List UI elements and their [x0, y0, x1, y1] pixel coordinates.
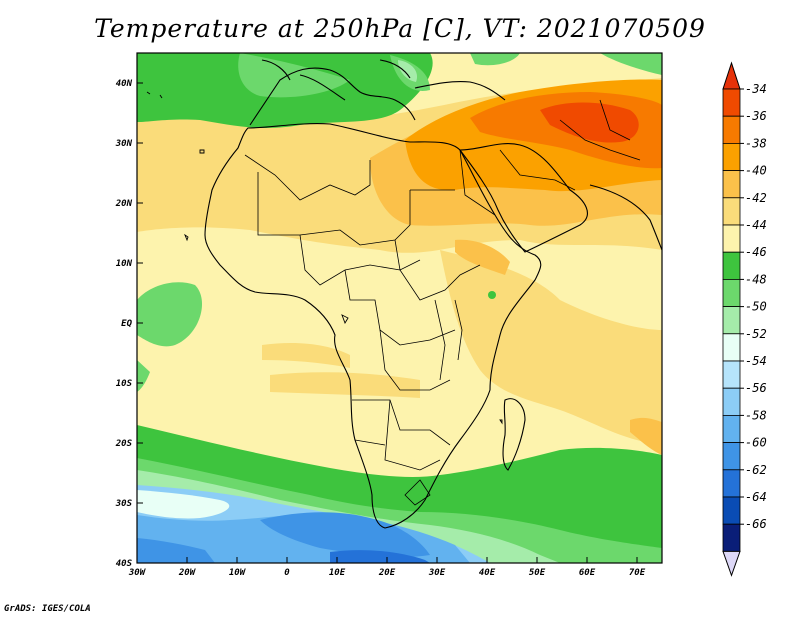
- colorbar-label: -52: [745, 327, 767, 341]
- lat-label: 10N: [116, 259, 133, 269]
- lat-label: 30N: [115, 139, 133, 149]
- temperature-field: [137, 53, 662, 563]
- lat-label: 10S: [116, 379, 133, 389]
- colorbar-swatch: [722, 251, 741, 280]
- lat-label: 40N: [116, 79, 133, 89]
- colorbar-label: -40: [745, 164, 767, 178]
- credit-text: GrADS: IGES/COLA: [4, 604, 91, 614]
- colorbar-label: -36: [745, 109, 767, 123]
- plot-frame: [136, 52, 663, 564]
- colorbar-swatch: [722, 197, 741, 226]
- lon-label: 10W: [229, 568, 247, 578]
- colorbar-swatch: [722, 278, 741, 307]
- colorbar-label: -50: [745, 300, 767, 314]
- colorbar-label: -54: [745, 354, 767, 368]
- colorbar-label: -58: [745, 408, 767, 422]
- colorbar-label: -60: [745, 436, 767, 450]
- colorbar-swatch: [722, 142, 741, 171]
- lon-label: 70E: [629, 568, 646, 578]
- lon-label: 40E: [479, 568, 496, 578]
- colorbar-label: -42: [745, 191, 767, 205]
- map-title: Temperature at 250hPa [C], VT: 202107050…: [94, 14, 706, 43]
- colorbar-swatch: [722, 523, 741, 552]
- colorbar-swatch: [722, 414, 741, 443]
- lat-label: 20N: [115, 199, 133, 209]
- colorbar-swatch: [722, 496, 741, 525]
- colorbar-label: -48: [745, 272, 767, 286]
- colorbar: -34 -36 -38 -40 -42 -44 -46 -48 -50 -52 -54 -56 -58 -…: [722, 61, 767, 577]
- islands: [146, 91, 503, 425]
- lon-label: 30W: [128, 568, 147, 578]
- colorbar-label: -34: [745, 82, 767, 96]
- colorbar-bottom-arrow: [722, 550, 741, 577]
- colorbar-label: -66: [745, 517, 767, 531]
- lat-label: 30S: [115, 499, 133, 509]
- country-borders: [244, 99, 641, 506]
- colorbar-swatch: [722, 442, 741, 471]
- colorbar-label: -64: [745, 490, 767, 504]
- colorbar-swatch: [722, 387, 741, 416]
- colorbar-label: -38: [745, 136, 767, 150]
- lat-label: EQ: [121, 319, 132, 329]
- colorbar-label: -46: [745, 245, 767, 259]
- latitude-axis: 40N 30N 20N 10N EQ 10S 20S 30S 40S: [115, 79, 143, 569]
- coastline: [204, 59, 662, 529]
- colorbar-swatch: [722, 88, 741, 117]
- lon-label: 20E: [378, 568, 396, 578]
- longitude-axis: 30W 20W 10W 0 10E 20E 30E 40E 50E 60E 70E: [128, 557, 646, 578]
- lon-label: 60E: [579, 568, 596, 578]
- lat-label: 20S: [115, 439, 133, 449]
- colorbar-label: -56: [745, 381, 767, 395]
- colorbar-swatch: [722, 306, 741, 335]
- lat-label: 40S: [116, 559, 133, 569]
- lon-label: 10E: [329, 568, 346, 578]
- lon-label: 50E: [529, 568, 546, 578]
- colorbar-swatch: [722, 333, 741, 362]
- colorbar-label: -62: [745, 463, 767, 477]
- colorbar-swatch: [722, 115, 741, 144]
- lon-label: 30E: [428, 568, 446, 578]
- colorbar-swatch: [722, 469, 741, 498]
- colorbar-top-arrow: [722, 61, 741, 90]
- colorbar-swatch: [722, 170, 741, 199]
- lon-label: 0: [284, 568, 290, 578]
- lon-label: 20W: [178, 568, 197, 578]
- colorbar-label: -44: [745, 218, 767, 232]
- colorbar-swatch: [722, 224, 741, 253]
- colorbar-swatch: [722, 360, 741, 389]
